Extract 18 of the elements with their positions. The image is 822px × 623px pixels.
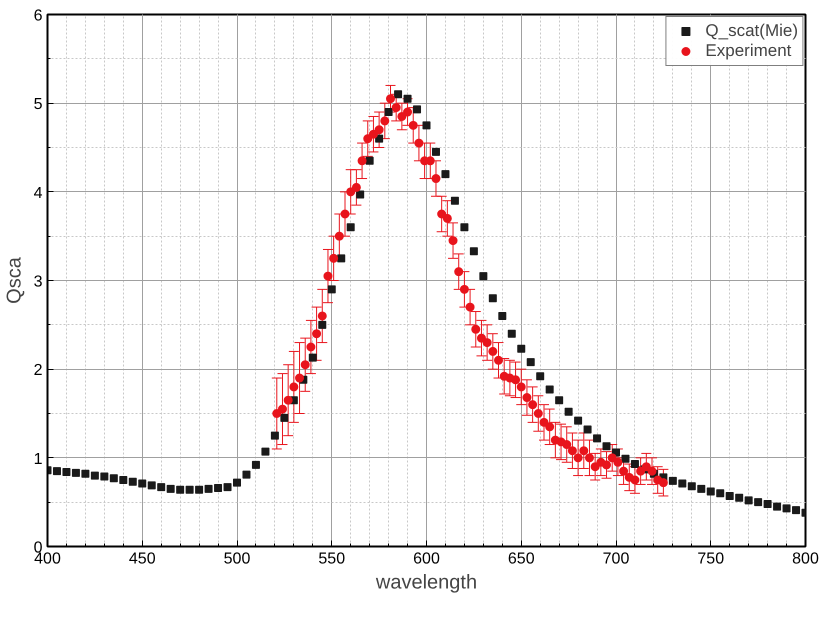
x-tick-label: 550 — [318, 550, 346, 568]
y-tick-label: 4 — [34, 184, 43, 202]
y-axis-title: Qsca — [4, 256, 26, 304]
y-tick-label: 1 — [34, 450, 43, 468]
x-tick-label: 800 — [792, 550, 819, 568]
y-tick-label: 3 — [34, 274, 43, 290]
x-tick-label: 450 — [128, 550, 156, 568]
y-tick-label: 2 — [34, 362, 43, 380]
legend-label: Experiment — [705, 41, 792, 61]
x-axis-title: wavelength — [374, 572, 478, 594]
y-tick-label: 5 — [34, 96, 43, 114]
x-tick-label: 500 — [224, 550, 250, 568]
y-tick-label: 6 — [34, 8, 43, 24]
legend-label: Q_scat(Mie) — [705, 21, 798, 41]
x-tick-label: 600 — [413, 550, 440, 568]
x-tick-label: 650 — [508, 550, 535, 568]
x-tick-label: 750 — [697, 550, 724, 568]
x-tick-label: 700 — [602, 550, 630, 568]
